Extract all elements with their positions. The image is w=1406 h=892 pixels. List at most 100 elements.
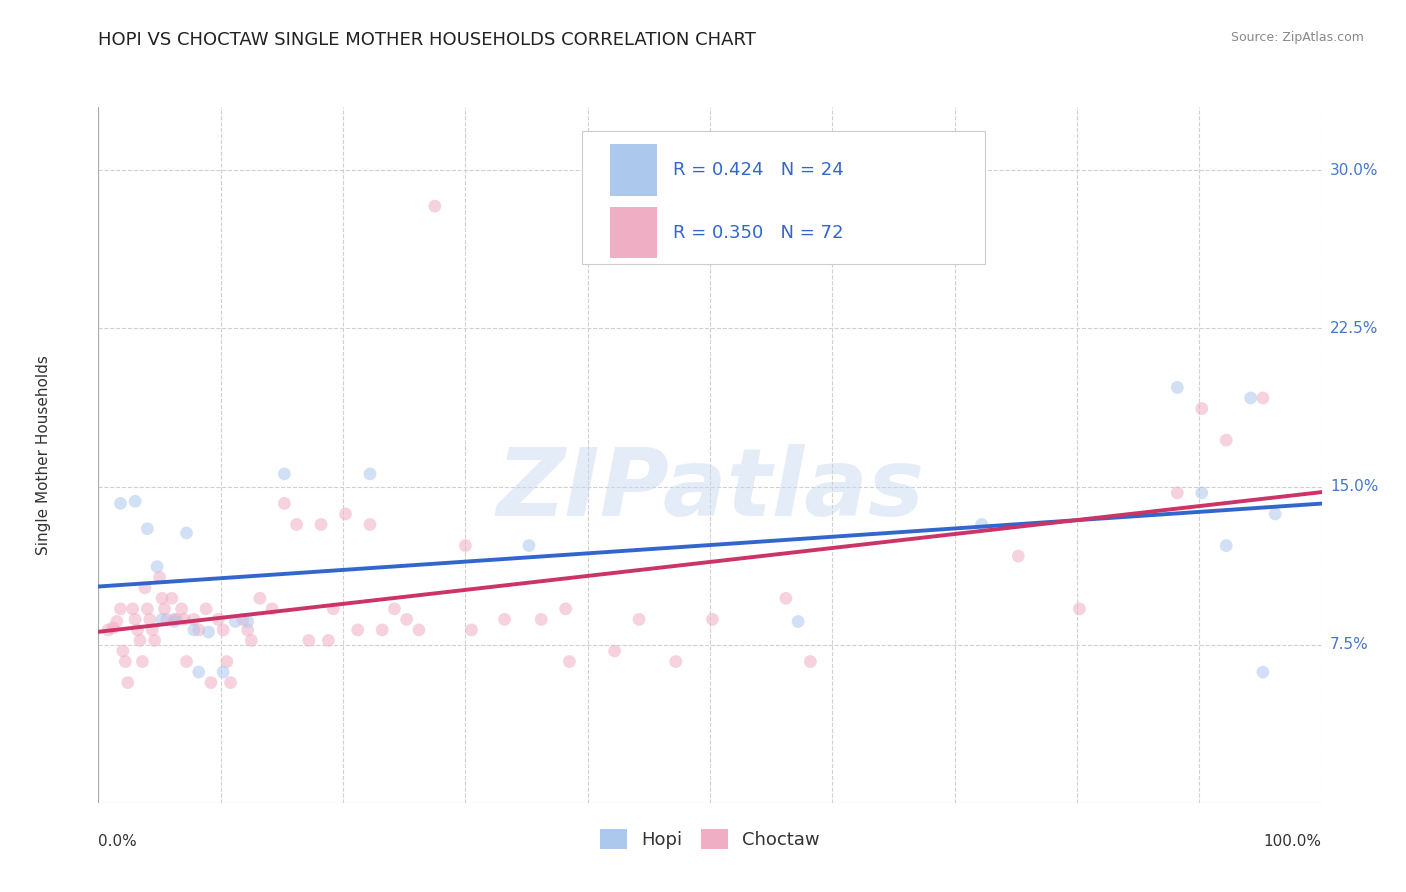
- Point: [105, 615, 128, 629]
- Point: [163, 612, 186, 626]
- Point: [1251, 391, 1274, 405]
- Point: [136, 602, 159, 616]
- Point: [530, 612, 553, 626]
- Point: [110, 496, 132, 510]
- Point: [127, 623, 149, 637]
- Point: [124, 494, 146, 508]
- Point: [384, 602, 406, 616]
- Text: 22.5%: 22.5%: [1330, 321, 1378, 336]
- Point: [408, 623, 430, 637]
- Legend: Hopi, Choctaw: Hopi, Choctaw: [593, 822, 827, 856]
- Point: [236, 623, 259, 637]
- Point: [163, 615, 186, 629]
- Point: [285, 517, 308, 532]
- Point: [134, 581, 156, 595]
- Point: [187, 665, 209, 679]
- Point: [160, 591, 183, 606]
- Point: [149, 570, 172, 584]
- Point: [423, 199, 446, 213]
- Point: [309, 517, 332, 532]
- Point: [240, 633, 263, 648]
- Text: R = 0.424   N = 24: R = 0.424 N = 24: [673, 161, 844, 179]
- Point: [1251, 665, 1274, 679]
- Point: [262, 602, 284, 616]
- Text: ZIPatlas: ZIPatlas: [496, 443, 924, 536]
- Point: [212, 665, 235, 679]
- Text: 100.0%: 100.0%: [1264, 834, 1322, 849]
- Point: [359, 467, 381, 481]
- Text: R = 0.350   N = 72: R = 0.350 N = 72: [673, 224, 844, 242]
- Point: [603, 644, 626, 658]
- Point: [150, 612, 173, 626]
- Text: Single Mother Households: Single Mother Households: [37, 355, 51, 555]
- Point: [121, 602, 143, 616]
- Point: [1069, 602, 1091, 616]
- Point: [173, 612, 195, 626]
- Point: [249, 591, 271, 606]
- Point: [114, 655, 136, 669]
- Point: [371, 623, 394, 637]
- FancyBboxPatch shape: [582, 131, 986, 263]
- Point: [273, 496, 295, 510]
- FancyBboxPatch shape: [610, 145, 658, 195]
- Point: [166, 612, 188, 626]
- Point: [775, 591, 797, 606]
- Point: [346, 623, 368, 637]
- Point: [101, 621, 124, 635]
- Point: [110, 602, 132, 616]
- Text: Source: ZipAtlas.com: Source: ZipAtlas.com: [1230, 31, 1364, 45]
- Point: [117, 675, 139, 690]
- Point: [1215, 539, 1237, 553]
- Point: [141, 623, 163, 637]
- Point: [1240, 391, 1263, 405]
- Point: [150, 591, 173, 606]
- Text: 0.0%: 0.0%: [98, 834, 138, 849]
- Point: [207, 612, 229, 626]
- Point: [224, 615, 246, 629]
- Point: [187, 623, 209, 637]
- Point: [129, 633, 152, 648]
- Point: [1007, 549, 1029, 563]
- Point: [236, 615, 259, 629]
- Point: [359, 517, 381, 532]
- Point: [212, 623, 235, 637]
- Point: [335, 507, 357, 521]
- Point: [665, 655, 688, 669]
- Point: [183, 612, 205, 626]
- Point: [970, 517, 993, 532]
- Point: [799, 655, 821, 669]
- Point: [787, 615, 810, 629]
- Point: [111, 644, 134, 658]
- Point: [1191, 401, 1213, 416]
- Text: 7.5%: 7.5%: [1330, 637, 1368, 652]
- Point: [460, 623, 482, 637]
- Point: [1215, 433, 1237, 447]
- Point: [517, 539, 540, 553]
- Point: [395, 612, 418, 626]
- Point: [494, 612, 516, 626]
- Point: [200, 675, 222, 690]
- Point: [139, 612, 162, 626]
- Point: [146, 559, 169, 574]
- Point: [628, 612, 651, 626]
- Point: [232, 612, 254, 626]
- Point: [183, 623, 205, 637]
- Point: [702, 612, 724, 626]
- Point: [97, 623, 120, 637]
- Point: [176, 525, 198, 540]
- Point: [558, 655, 581, 669]
- FancyBboxPatch shape: [610, 207, 658, 259]
- Point: [298, 633, 321, 648]
- Point: [1191, 486, 1213, 500]
- Point: [219, 675, 242, 690]
- Point: [322, 602, 344, 616]
- Point: [131, 655, 153, 669]
- Text: 15.0%: 15.0%: [1330, 479, 1378, 494]
- Point: [143, 633, 166, 648]
- Point: [554, 602, 576, 616]
- Point: [273, 467, 295, 481]
- Point: [1166, 380, 1188, 394]
- Point: [1264, 507, 1286, 521]
- Point: [195, 602, 218, 616]
- Point: [156, 612, 179, 626]
